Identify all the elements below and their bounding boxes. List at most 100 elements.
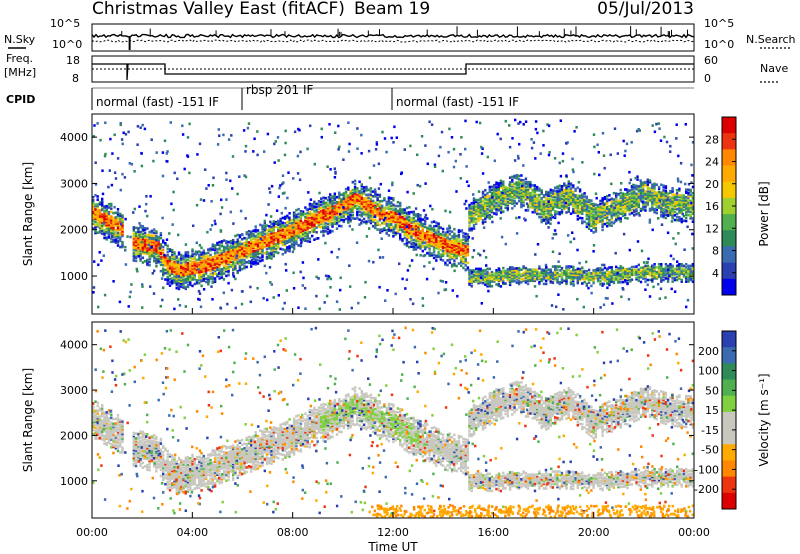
data-cell xyxy=(313,228,316,232)
data-cell xyxy=(490,215,494,219)
data-cell xyxy=(606,198,609,201)
data-cell xyxy=(121,219,124,222)
data-cell xyxy=(644,202,647,206)
data-cell xyxy=(324,225,327,228)
data-cell xyxy=(536,276,539,279)
data-cell xyxy=(687,278,690,282)
data-cell xyxy=(542,194,546,197)
data-cell xyxy=(186,250,190,254)
data-cell xyxy=(660,272,663,275)
data-cell xyxy=(558,200,561,203)
data-cell xyxy=(655,200,658,204)
data-cell xyxy=(259,252,262,255)
data-cell xyxy=(98,224,102,228)
data-cell xyxy=(432,247,436,250)
data-cell xyxy=(387,226,391,229)
data-cell xyxy=(245,240,248,244)
data-cell xyxy=(472,206,476,210)
data-cell xyxy=(603,207,607,210)
data-cell xyxy=(417,231,420,235)
data-cell xyxy=(374,207,377,211)
data-cell xyxy=(146,246,149,249)
data-cell xyxy=(324,203,327,206)
data-cell xyxy=(479,267,482,271)
data-cell xyxy=(481,269,485,272)
data-cell xyxy=(657,187,661,190)
data-cell xyxy=(268,236,271,239)
data-cell xyxy=(457,243,461,246)
data-cell xyxy=(236,244,239,248)
data-cell xyxy=(520,196,523,199)
data-cell xyxy=(648,267,652,271)
data-cell xyxy=(107,226,111,230)
data-cell xyxy=(462,257,465,260)
data-cell xyxy=(92,219,95,223)
data-cell xyxy=(587,211,591,215)
data-cell xyxy=(472,205,476,208)
data-cell xyxy=(184,251,187,254)
data-cell xyxy=(277,240,280,244)
data-cell xyxy=(227,240,230,244)
data-cell xyxy=(259,247,262,250)
data-cell xyxy=(295,234,298,237)
data-cell xyxy=(132,233,135,237)
data-cell xyxy=(281,227,284,231)
data-cell xyxy=(222,251,226,255)
data-cell xyxy=(477,205,480,208)
data-cell xyxy=(460,239,463,242)
data-cell xyxy=(511,180,514,183)
data-cell xyxy=(114,211,117,215)
data-cell xyxy=(119,236,122,239)
data-cell xyxy=(526,271,530,275)
data-cell xyxy=(660,193,663,196)
data-cell xyxy=(484,206,487,209)
data-cell xyxy=(453,227,456,231)
data-cell xyxy=(470,284,473,288)
data-cell xyxy=(669,269,672,272)
data-cell xyxy=(642,194,645,197)
data-cell xyxy=(547,202,550,205)
data-cell xyxy=(119,237,122,241)
data-cell xyxy=(94,208,97,211)
data-cell xyxy=(479,273,482,277)
data-cell xyxy=(538,271,541,275)
data-cell xyxy=(533,271,537,275)
data-cell xyxy=(166,269,169,273)
data-cell xyxy=(572,185,575,189)
data-cell xyxy=(490,270,494,274)
data-cell xyxy=(606,201,609,204)
data-cell xyxy=(281,221,284,225)
data-cell xyxy=(669,204,672,207)
data-cell xyxy=(524,177,528,181)
data-cell xyxy=(437,252,440,255)
data-cell xyxy=(635,277,638,281)
data-cell xyxy=(134,248,138,252)
data-cell xyxy=(139,252,142,256)
data-cell xyxy=(513,182,516,186)
data-cell xyxy=(621,272,625,276)
data-cell xyxy=(644,190,647,193)
data-cell xyxy=(448,256,452,260)
data-cell xyxy=(232,245,235,248)
data-cell xyxy=(137,231,140,235)
data-cell xyxy=(457,240,461,243)
data-cell xyxy=(624,216,627,220)
data-cell xyxy=(392,217,395,221)
data-cell xyxy=(335,218,339,221)
data-cell xyxy=(164,242,167,245)
data-cell xyxy=(351,202,354,206)
data-cell xyxy=(549,218,552,222)
data-cell xyxy=(486,283,489,286)
data-cell xyxy=(540,208,543,211)
data-cell xyxy=(295,240,298,243)
data-cell xyxy=(493,204,496,207)
data-cell xyxy=(376,193,379,197)
data-cell xyxy=(168,268,172,272)
data-cell xyxy=(105,223,108,227)
data-cell xyxy=(446,251,449,254)
data-cell xyxy=(308,226,312,229)
data-cell xyxy=(353,179,357,183)
data-cell xyxy=(335,211,339,215)
data-cell xyxy=(202,265,205,268)
data-cell xyxy=(189,255,192,258)
